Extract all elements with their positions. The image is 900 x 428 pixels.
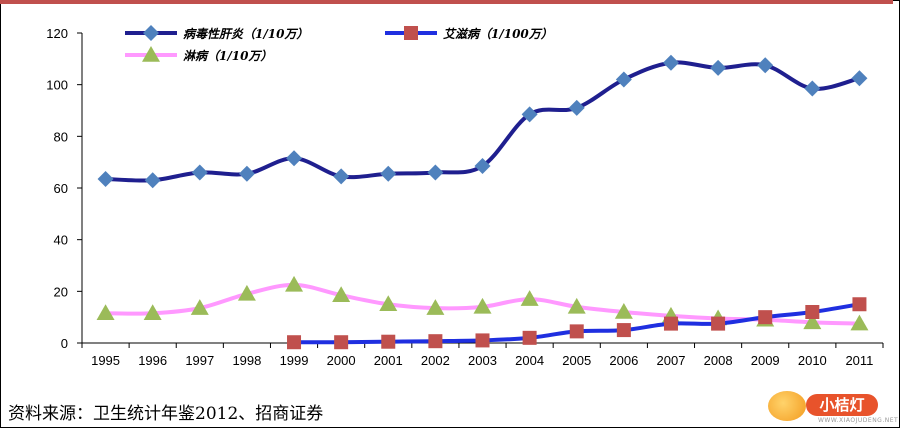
data-point (615, 71, 632, 88)
x-tick-label: 1996 (138, 353, 167, 368)
data-point (475, 333, 490, 348)
series-1 (97, 54, 868, 189)
data-point (285, 275, 304, 292)
y-tick-label: 60 (54, 181, 68, 196)
data-point (803, 313, 822, 330)
data-point (237, 284, 256, 301)
data-point (663, 316, 678, 331)
x-tick-label: 2004 (515, 353, 544, 368)
y-tick-label: 100 (46, 78, 68, 93)
x-tick-label: 2005 (562, 353, 591, 368)
legend-swatch-marker (404, 26, 418, 40)
data-point (851, 70, 868, 87)
x-tick-label: 2010 (798, 353, 827, 368)
x-axis-ticks: 1995 1996 1997 1998 1999 2000 2001 2002 2003 2004… (81, 343, 884, 368)
x-tick-label: 2009 (751, 353, 780, 368)
x-tick-label: 2003 (468, 353, 497, 368)
data-point (97, 170, 114, 187)
data-point (568, 99, 585, 116)
data-point (804, 80, 821, 97)
data-point (522, 330, 537, 345)
data-point (569, 324, 584, 339)
legend-swatch-marker (142, 46, 160, 62)
y-tick-label: 120 (46, 26, 68, 41)
x-tick-label: 1997 (185, 353, 214, 368)
data-point (96, 304, 115, 321)
chart-axes (81, 33, 883, 344)
data-point (474, 158, 491, 175)
data-point (711, 316, 726, 331)
watermark-url: WWW.XIAOJUDENG.NET (818, 417, 899, 424)
legend-label: 淋病（1/10万） (183, 49, 272, 63)
data-point (473, 297, 492, 314)
watermark-logo: 小桔灯 WWW.XIAOJUDENG.NET (766, 388, 899, 426)
data-point (191, 164, 208, 181)
data-point (144, 172, 161, 189)
data-point (143, 304, 162, 321)
data-point (428, 334, 443, 349)
x-tick-label: 2006 (609, 353, 638, 368)
data-point (614, 303, 633, 319)
series-2 (287, 297, 867, 350)
data-point (381, 334, 396, 349)
legend-swatch-marker (143, 25, 159, 41)
data-point (758, 310, 773, 325)
data-point (757, 57, 774, 74)
x-tick-label: 2007 (657, 353, 686, 368)
legend-label: 病毒性肝炎（1/10万） (183, 27, 308, 41)
y-tick-label: 20 (54, 284, 68, 299)
legend-item-3: 淋病（1/10万） (125, 46, 272, 63)
data-point (520, 290, 539, 306)
data-point (710, 59, 727, 76)
y-tick-label: 80 (54, 129, 68, 144)
watermark-text: 小桔灯 (806, 394, 878, 416)
x-tick-label: 2001 (374, 353, 403, 368)
top-accent-line (0, 0, 893, 4)
legend-item-1: 病毒性肝炎（1/10万） (125, 25, 308, 41)
y-axis-ticks: 0 20 40 60 80 100 120 (46, 26, 82, 351)
data-point (286, 150, 303, 167)
y-tick-label: 40 (54, 233, 68, 248)
x-tick-label: 2000 (327, 353, 356, 368)
series-3 (96, 275, 869, 331)
y-tick-label: 0 (61, 336, 68, 351)
data-point (805, 305, 820, 319)
data-point (426, 299, 445, 315)
data-point (567, 297, 586, 314)
data-point (852, 297, 867, 312)
x-tick-label: 2008 (704, 353, 733, 368)
data-point (379, 295, 398, 311)
data-point (427, 164, 444, 181)
series-layer (96, 54, 869, 350)
x-tick-label: 2002 (421, 353, 450, 368)
legend-label: 艾滋病（1/100万） (443, 27, 553, 41)
x-tick-label: 1995 (91, 353, 120, 368)
x-tick-label: 2011 (845, 353, 873, 368)
data-point (334, 335, 349, 350)
data-point (850, 314, 869, 331)
data-point (238, 165, 255, 182)
data-point (380, 165, 397, 182)
legend: 病毒性肝炎（1/10万） 艾滋病（1/100万） 淋病（1/10万） (125, 25, 553, 63)
data-point (333, 168, 350, 185)
x-tick-label: 1998 (232, 353, 261, 368)
source-note: 资料来源：卫生统计年鉴2012、招商证券 (8, 404, 324, 424)
data-point (190, 299, 209, 315)
data-point (521, 106, 538, 123)
data-point (662, 54, 679, 71)
x-tick-label: 1999 (280, 353, 309, 368)
data-point (616, 323, 631, 338)
data-point (332, 286, 351, 302)
legend-item-2: 艾滋病（1/100万） (385, 26, 553, 41)
data-point (287, 335, 302, 350)
orange-icon (768, 391, 806, 421)
